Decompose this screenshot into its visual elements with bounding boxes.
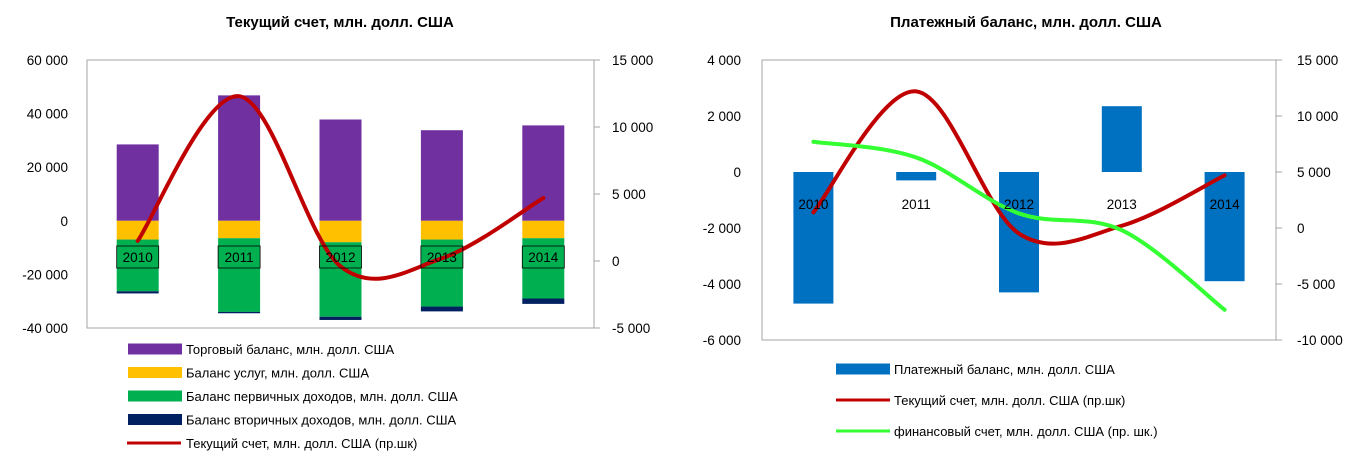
x-tick-label: 2011 [225,250,254,265]
x-tick-label: 2012 [1004,197,1034,212]
bar-segment [420,130,463,221]
y-tick-label: -20 000 [22,267,68,282]
bar-segment [522,298,565,304]
bar-segment [218,95,261,221]
legend-label: финансовый счет, млн. долл. США (пр. шк.… [894,424,1158,439]
y-tick-label: 40 000 [27,107,68,122]
category-label-box [116,245,160,269]
series-line [811,89,1227,246]
bar [896,172,937,181]
legend: Платежный баланс, млн. долл. США Текущий … [836,362,1158,439]
bar-segment [522,220,565,239]
y2-tick-label: 15 000 [612,53,653,68]
balance-of-payments-chart: Платежный баланс, млн. долл. США 4 000 2 … [703,14,1343,439]
bar-segment [319,242,362,317]
bar-segment [116,144,159,221]
y2-tick-label: -10 000 [1297,333,1343,348]
legend-swatch [836,363,890,375]
right-axis: 15 000 10 000 5 000 0 -5 000 -10 000 [1276,53,1343,348]
x-tick-label: 2010 [123,250,153,265]
bar-segment [319,220,362,243]
y-tick-label: 0 [733,165,741,180]
x-tick-label: 2010 [798,197,828,212]
lines-layer [811,89,1227,312]
legend-swatch [128,367,182,378]
lines-layer [135,94,546,281]
bar-segment [116,220,159,240]
legend-swatch [128,414,182,425]
plot-area [761,59,1277,341]
chart-title: Текущий счет, млн. долл. США [226,14,454,31]
current-account-chart: Текущий счет, млн. долл. США 60 000 40 00… [22,14,653,451]
bar [1101,106,1142,172]
y2-tick-label: 5 000 [1297,165,1331,180]
y2-tick-label: 10 000 [612,120,653,135]
category-label-box [420,245,464,269]
series-line [811,139,1227,312]
x-tick-label: 2012 [325,250,355,265]
left-axis: 4 000 2 000 0 -2 000 -4 000 -6 000 [703,53,741,348]
legend-label: Текущий счет, млн. долл. США (пр.шк) [186,436,417,451]
bar-segment [420,220,463,240]
y-tick-label: 60 000 [27,53,68,68]
y-tick-label: -40 000 [22,321,68,336]
right-axis: 15 000 10 000 5 000 0 -5 000 [594,53,653,336]
category-labels: 2010 2011 2012 2013 2014 [116,245,565,269]
y2-tick-label: 0 [612,254,620,269]
bar-segment [420,306,463,312]
x-tick-label: 2013 [427,250,457,265]
y2-tick-label: 0 [1297,221,1305,236]
bar-segment [116,239,159,292]
legend-label: Текущий счет, млн. долл. США (пр.шк) [894,393,1125,408]
chart-title: Платежный баланс, млн. долл. США [890,14,1162,31]
y2-tick-label: -5 000 [1297,277,1335,292]
legend-label: Платежный баланс, млн. долл. США [894,362,1115,377]
y-tick-label: 2 000 [707,109,741,124]
legend-label: Торговый баланс, млн. долл. США [186,342,394,357]
y-tick-label: -6 000 [703,333,741,348]
category-labels: 2010 2011 2012 2013 2014 [798,197,1240,212]
legend-label: Баланс первичных доходов, млн. долл. США [186,389,458,404]
y2-tick-label: -5 000 [612,321,650,336]
bar-segment [218,238,261,312]
y-tick-label: -2 000 [703,221,741,236]
y-tick-label: 0 [60,214,68,229]
y2-tick-label: 5 000 [612,187,646,202]
legend-label: Баланс вторичных доходов, млн. долл. США [186,413,456,428]
left-axis: 60 000 40 000 20 000 0 -20 000 -40 000 [22,53,68,336]
bars-layer [116,95,565,320]
x-tick-label: 2011 [902,197,931,212]
x-tick-label: 2014 [1210,197,1241,212]
bar-segment [116,291,159,294]
y-tick-label: -4 000 [703,277,741,292]
category-label-box [319,245,362,269]
x-tick-label: 2014 [528,250,559,265]
y-tick-label: 4 000 [707,53,741,68]
legend-swatch [128,343,182,355]
bar-segment [319,119,362,221]
category-label-box [217,245,261,269]
series-line [135,94,546,281]
bar [1204,172,1245,282]
bar-segment [218,311,261,314]
category-label-box [521,245,565,269]
legend-label: Баланс услуг, млн. долл. США [186,366,369,381]
y2-tick-label: 10 000 [1297,109,1338,124]
legend-swatch [128,390,182,402]
bar-segment [319,316,362,320]
x-tick-label: 2013 [1107,197,1137,212]
legend: Торговый баланс, млн. долл. США Баланс ус… [127,342,458,451]
y-tick-label: 20 000 [27,160,68,175]
bar-segment [218,220,261,239]
y2-tick-label: 15 000 [1297,53,1338,68]
